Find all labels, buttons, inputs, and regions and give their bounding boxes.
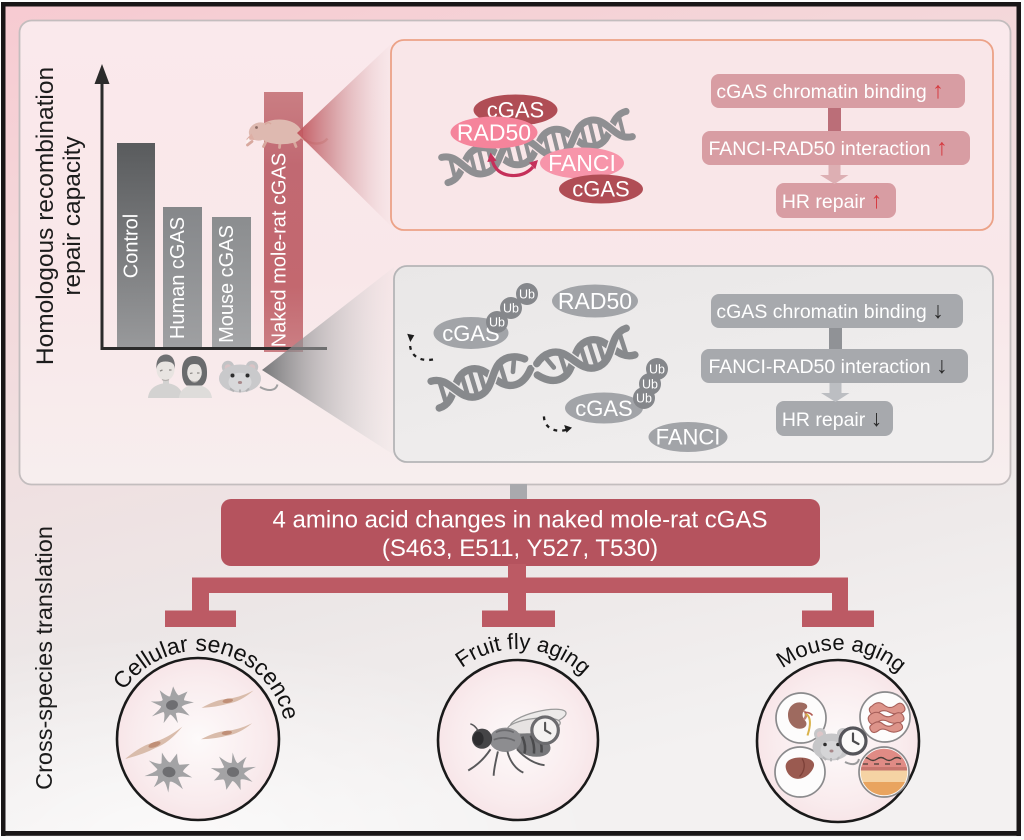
svg-text:4 amino acid changes in naked: 4 amino acid changes in naked mole-rat c… (273, 507, 768, 534)
svg-text:Mouse cGAS: Mouse cGAS (216, 225, 238, 343)
svg-text:Ub: Ub (503, 302, 519, 316)
svg-text:repair capacity: repair capacity (59, 136, 86, 296)
svg-text:FANCI: FANCI (548, 150, 616, 176)
svg-text:RAD50: RAD50 (558, 288, 632, 314)
svg-text:Ub: Ub (519, 288, 535, 302)
svg-text:cGAS chromatin binding ↓: cGAS chromatin binding ↓ (716, 297, 943, 323)
svg-text:RAD50: RAD50 (457, 120, 531, 146)
svg-text:Ub: Ub (649, 363, 665, 377)
svg-text:cGAS: cGAS (575, 396, 632, 421)
svg-text:Ub: Ub (636, 392, 652, 406)
svg-text:FANCI: FANCI (656, 425, 721, 450)
svg-text:Homologous recombination: Homologous recombination (32, 67, 59, 365)
svg-text:Naked mole-rat cGAS: Naked mole-rat cGAS (269, 153, 291, 348)
svg-text:Ub: Ub (642, 378, 658, 392)
svg-text:Ub: Ub (489, 316, 505, 330)
svg-text:HR repair ↑: HR repair ↑ (782, 187, 882, 213)
svg-text:(S463, E511, Y527, T530): (S463, E511, Y527, T530) (382, 535, 658, 562)
svg-text:FANCI-RAD50 interaction ↓: FANCI-RAD50 interaction ↓ (708, 352, 947, 378)
svg-text:Cross-species translation: Cross-species translation (31, 526, 57, 790)
svg-text:cGAS chromatin binding ↑: cGAS chromatin binding ↑ (716, 77, 943, 103)
svg-text:HR repair ↓: HR repair ↓ (782, 405, 882, 431)
svg-text:Human cGAS: Human cGAS (167, 217, 189, 339)
svg-text:Control: Control (121, 214, 143, 278)
svg-text:cGAS: cGAS (572, 177, 629, 202)
svg-text:FANCI-RAD50 interaction ↑: FANCI-RAD50 interaction ↑ (708, 134, 947, 160)
